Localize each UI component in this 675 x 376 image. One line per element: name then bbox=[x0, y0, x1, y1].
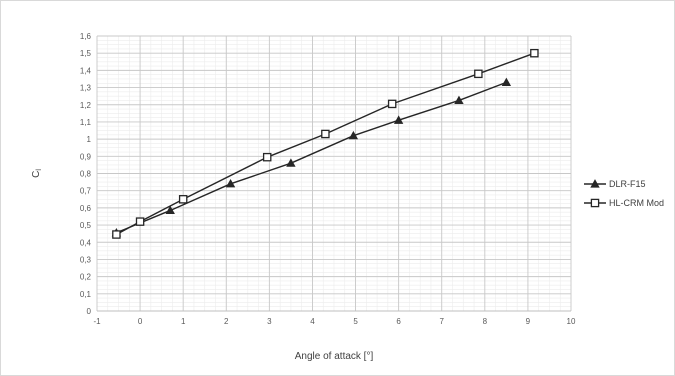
y-tick-label: 1,2 bbox=[80, 101, 92, 110]
x-tick-label: 9 bbox=[526, 317, 531, 326]
data-point bbox=[165, 205, 175, 215]
series-line bbox=[116, 81, 507, 234]
legend-label: HL-CRM Mod bbox=[609, 198, 664, 208]
x-tick-label: 2 bbox=[224, 317, 229, 326]
data-point bbox=[474, 69, 483, 79]
x-tick-label: 0 bbox=[138, 317, 143, 326]
legend-marker bbox=[590, 198, 600, 208]
y-tick-label: 0,2 bbox=[80, 273, 92, 282]
legend-marker bbox=[590, 179, 600, 188]
y-tick-label: 0,3 bbox=[80, 255, 92, 264]
legend-label: DLR-F15 bbox=[609, 179, 646, 189]
y-axis-title: Cl bbox=[31, 169, 43, 178]
y-tick-labels: 0 0,1 0,2 0,3 0,4 0,5 0,6 0,7 0,8 0,9 1 1,1 1,2 1,3 1,… bbox=[80, 32, 92, 316]
y-tick-label: 1,1 bbox=[80, 118, 92, 127]
data-point bbox=[387, 99, 397, 109]
data-point bbox=[454, 95, 464, 105]
y-tick-label: 1 bbox=[87, 135, 92, 144]
y-tick-label: 0,6 bbox=[80, 204, 92, 213]
y-tick-label: 0,7 bbox=[80, 187, 92, 196]
legend-entry: HL-CRM Mod bbox=[584, 198, 664, 208]
x-tick-label: 3 bbox=[267, 317, 272, 326]
series-layer bbox=[111, 48, 539, 239]
x-axis-title: Angle of attack [°] bbox=[295, 351, 374, 362]
x-tick-label: 1 bbox=[181, 317, 186, 326]
data-point bbox=[112, 230, 121, 239]
y-tick-label: 0 bbox=[87, 307, 92, 316]
data-point bbox=[530, 48, 539, 58]
x-tick-label: 4 bbox=[310, 317, 315, 326]
x-tick-label: 10 bbox=[567, 317, 576, 326]
x-tick-label: 6 bbox=[396, 317, 401, 326]
x-tick-labels: -1 0 1 2 3 4 5 6 7 8 9 10 bbox=[93, 317, 576, 326]
y-tick-label: 0,8 bbox=[80, 170, 92, 179]
y-axis-title-subscript: l bbox=[36, 169, 43, 171]
data-point bbox=[225, 178, 236, 188]
x-tick-label: -1 bbox=[93, 317, 101, 326]
data-point bbox=[321, 129, 330, 139]
y-tick-label: 1,5 bbox=[80, 49, 92, 58]
y-tick-label: 0,4 bbox=[80, 238, 92, 247]
data-point bbox=[262, 152, 272, 162]
series-line bbox=[116, 52, 535, 236]
legend: DLR-F15 HL-CRM Mod bbox=[584, 179, 664, 208]
data-point bbox=[501, 77, 512, 87]
y-tick-label: 0,5 bbox=[80, 221, 92, 230]
data-point bbox=[286, 158, 296, 167]
y-tick-label: 0,1 bbox=[80, 290, 92, 299]
data-point bbox=[348, 130, 359, 140]
data-point bbox=[393, 115, 404, 124]
y-tick-label: 1,4 bbox=[80, 66, 92, 75]
y-tick-label: 0,9 bbox=[80, 152, 92, 161]
legend-entry: DLR-F15 bbox=[584, 179, 646, 189]
x-tick-label: 8 bbox=[483, 317, 488, 326]
data-point bbox=[178, 195, 188, 204]
x-tick-label: 7 bbox=[440, 317, 445, 326]
data-point bbox=[135, 217, 145, 226]
y-tick-label: 1,6 bbox=[80, 32, 92, 41]
y-axis-title-main: C bbox=[31, 171, 42, 178]
major-gridlines bbox=[96, 35, 572, 312]
series-hl-crm-mod bbox=[112, 48, 539, 239]
x-tick-label: 5 bbox=[353, 317, 358, 326]
y-tick-label: 1,3 bbox=[80, 84, 92, 93]
